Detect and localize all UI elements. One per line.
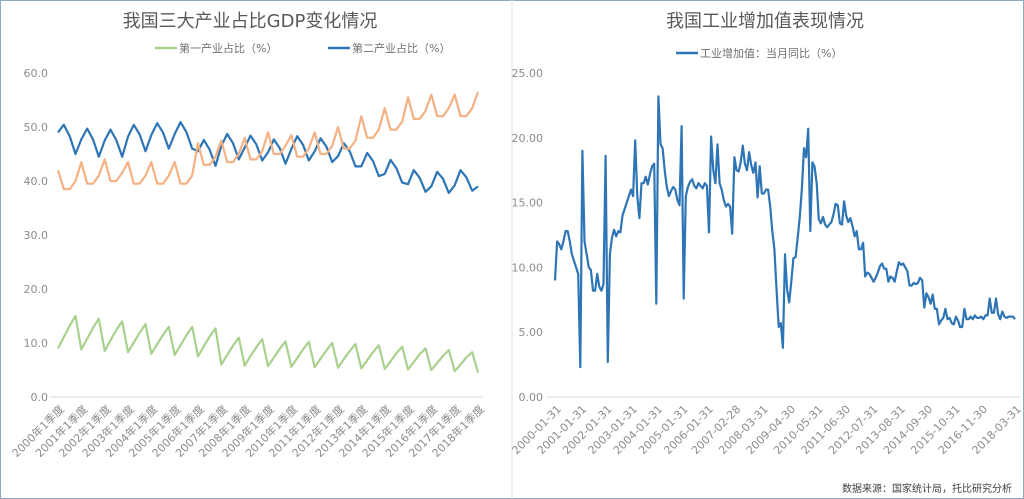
left-chart-y-tick-label: 0.0 — [31, 391, 49, 404]
right-chart-y-tick-label: 15.00 — [512, 197, 544, 210]
legend-label-industrial: 工业增加值：当月同比（%） — [700, 46, 842, 60]
left-chart-title: 我国三大产业占比GDP变化情况 — [123, 11, 378, 32]
left-chart-series-line-1 — [57, 121, 479, 194]
legend-label-secondary: 第二产业占比（%） — [352, 41, 450, 55]
right-chart-y-tick-label: 0.00 — [519, 391, 544, 404]
source-note: 数据来源：国家统计局，托比研究分析 — [842, 482, 1012, 495]
left-chart-y-tick-label: 40.0 — [24, 175, 49, 188]
left-chart-y-tick-label: 30.0 — [24, 229, 49, 242]
left-chart-series-line-2 — [56, 91, 480, 191]
right-chart-title: 我国工业增加值表现情况 — [666, 11, 864, 32]
left-chart-y-tick-label: 50.0 — [24, 121, 49, 134]
right-chart-y-tick-label: 5.00 — [519, 326, 544, 339]
left-chart-y-tick-label: 60.0 — [24, 67, 49, 80]
right-chart-y-tick-label: 20.00 — [512, 132, 544, 145]
left-chart-y-tick-label: 20.0 — [24, 283, 49, 296]
right-chart-series-line-0 — [553, 95, 1016, 369]
right-chart-y-tick-label: 25.00 — [512, 67, 544, 80]
left-chart-series-line-0 — [57, 314, 480, 373]
right-chart-y-tick-label: 10.00 — [512, 261, 544, 274]
legend-label-primary: 第一产业占比（%） — [179, 41, 277, 55]
left-chart-y-tick-label: 10.0 — [24, 337, 49, 350]
